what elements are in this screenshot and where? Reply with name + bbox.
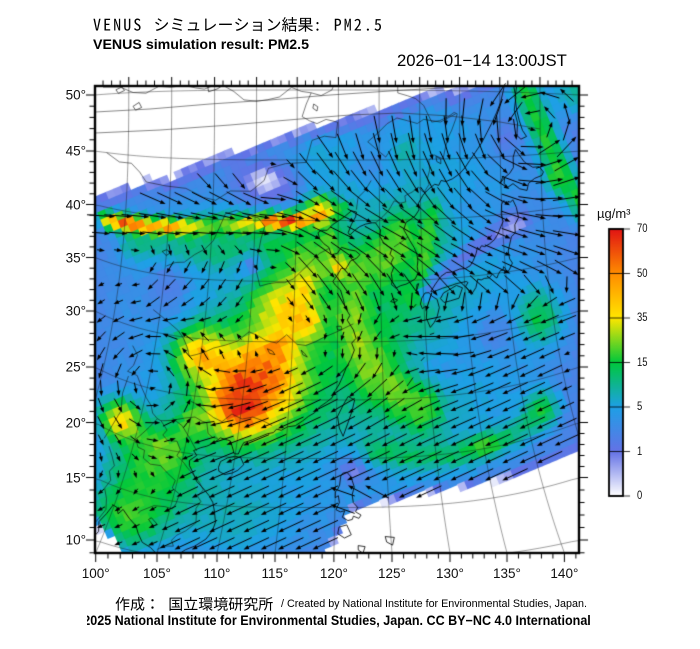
lat-label-25: 25° bbox=[65, 359, 86, 375]
credit-ja-glyphs bbox=[115, 596, 273, 611]
lat-label-35: 35° bbox=[65, 250, 86, 265]
lon-label-125: 125° bbox=[378, 566, 406, 581]
lat-label-20: 20° bbox=[65, 415, 86, 430]
page-title-english: VENUS simulation result: PM2.5 bbox=[93, 37, 310, 53]
lon-label-135: 135° bbox=[493, 566, 521, 581]
lon-label-140: 140° bbox=[550, 566, 579, 581]
lat-label-15: 15° bbox=[65, 470, 86, 485]
colorbar-tick-label-15: 15 bbox=[637, 356, 648, 369]
lon-label-120: 120° bbox=[319, 566, 348, 581]
lat-label-50: 50° bbox=[65, 87, 86, 103]
lat-label-45: 45° bbox=[65, 143, 86, 159]
credit-line1-japanese bbox=[115, 596, 273, 611]
lon-label-130: 130° bbox=[436, 566, 464, 581]
colorbar-tick-label-50: 50 bbox=[637, 267, 648, 280]
credit-line2: ©2025 National Institute for Environment… bbox=[87, 613, 591, 628]
lon-label-100: 100° bbox=[81, 566, 110, 581]
lon-label-115: 115° bbox=[261, 566, 289, 581]
timestamp: 2026−01−14 13:00JST bbox=[397, 51, 567, 70]
colorbar-tick-label-35: 35 bbox=[637, 312, 648, 324]
credit-line1-english: / Created by National Institute for Envi… bbox=[278, 598, 587, 610]
lat-label-10: 10° bbox=[65, 532, 86, 548]
colorbar-tick-label-1: 1 bbox=[637, 445, 643, 458]
lon-label-110: 110° bbox=[203, 566, 231, 581]
colorbar-tick-label-0: 0 bbox=[637, 490, 643, 502]
colorbar-tick-label-5: 5 bbox=[637, 401, 643, 413]
page-title-japanese bbox=[93, 17, 381, 32]
credit-line2-clip: ©2025 National Institute for Environment… bbox=[87, 613, 647, 631]
lon-label-105: 105° bbox=[143, 566, 171, 581]
lat-label-40: 40° bbox=[65, 197, 86, 212]
lat-label-30: 30° bbox=[65, 303, 86, 319]
title-ja-glyphs bbox=[93, 17, 381, 32]
colorbar-tick-label-70: 70 bbox=[637, 223, 648, 235]
colorbar-unit-label: µg/m³ bbox=[597, 206, 631, 221]
